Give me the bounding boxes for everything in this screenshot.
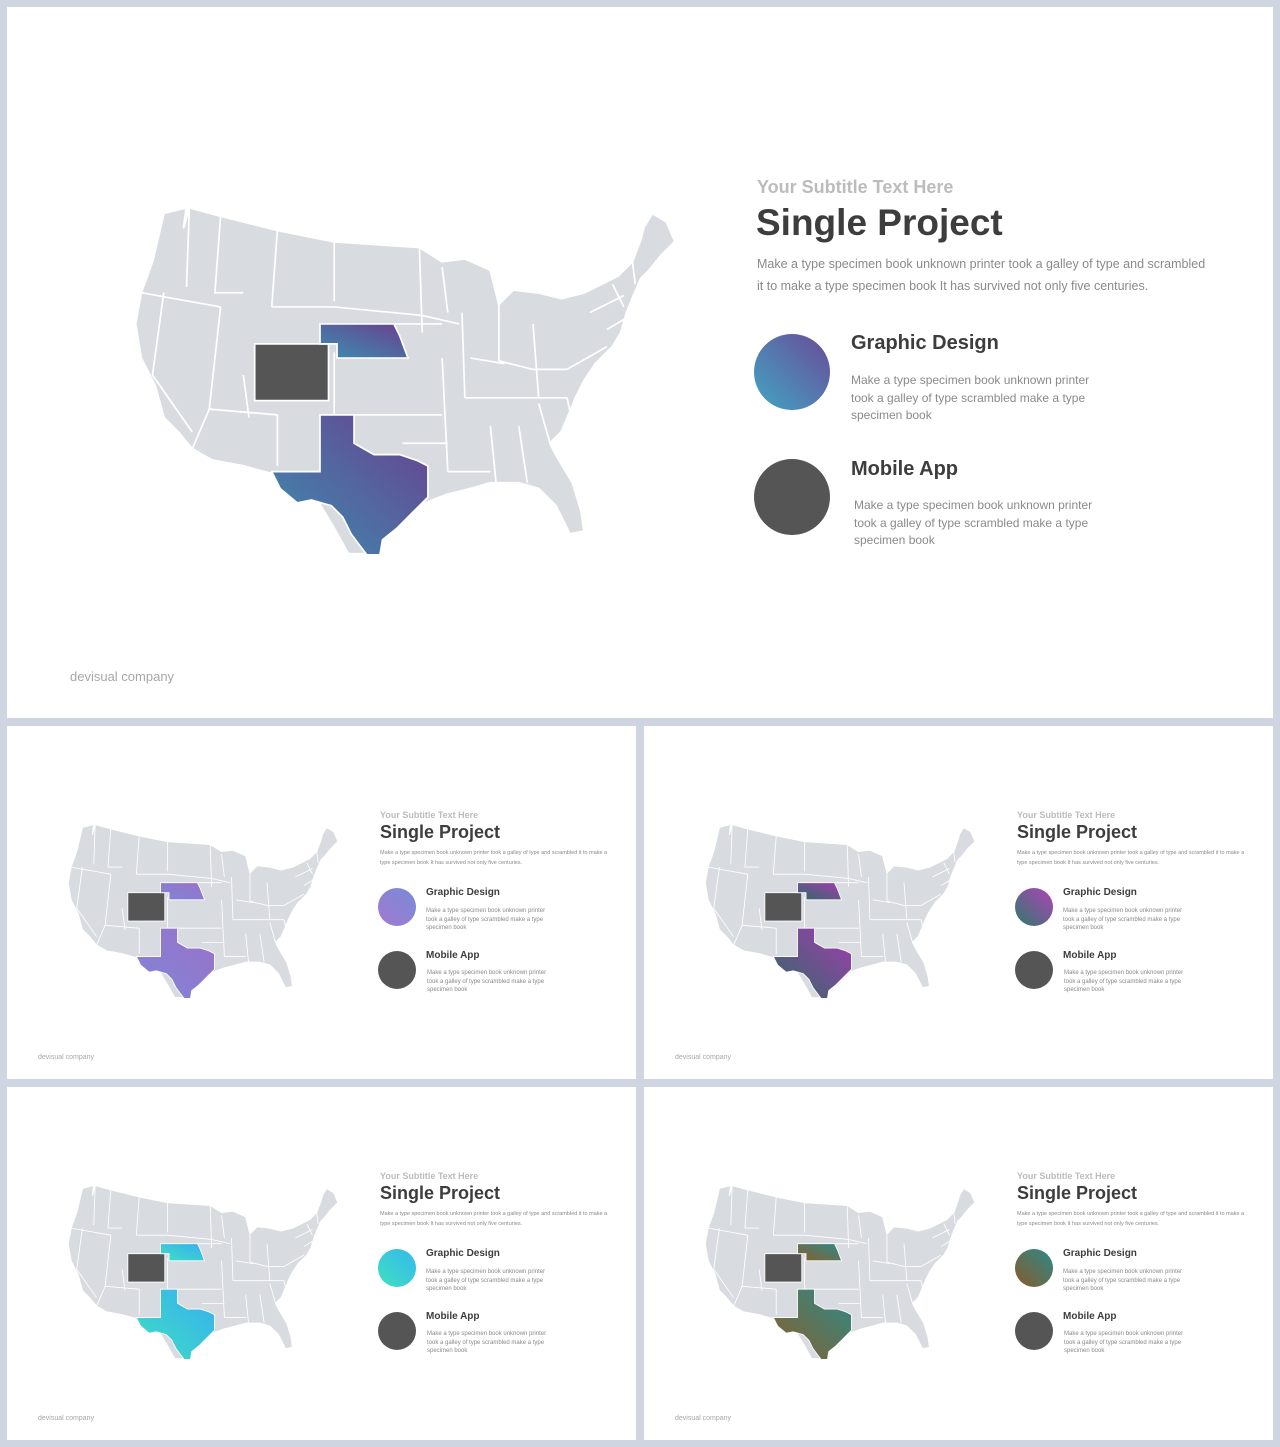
page-title: Single Project — [380, 1183, 501, 1203]
state-texas — [772, 1288, 852, 1359]
mobile-app-title: Mobile App — [426, 1311, 480, 1322]
mobile-app-circle — [1015, 951, 1053, 989]
slide-variant-3[interactable]: Your Subtitle Text Here Single Project M… — [7, 1087, 636, 1440]
state-nebraska — [797, 1243, 843, 1262]
state-colorado — [127, 1253, 166, 1283]
graphic-design-text: Make a type specimen book unknown printe… — [1063, 1269, 1183, 1292]
us-map — [67, 823, 338, 998]
mobile-app-title: Mobile App — [851, 458, 959, 480]
graphic-design-circle — [378, 888, 416, 926]
mobile-app-circle — [378, 1312, 416, 1350]
mobile-app-text: Make a type specimen book unknown printe… — [427, 970, 547, 993]
state-nebraska — [160, 882, 206, 901]
graphic-design-circle — [754, 334, 830, 410]
state-borders — [70, 1185, 319, 1324]
state-colorado — [253, 342, 330, 402]
mobile-app-circle — [754, 459, 830, 535]
state-texas — [270, 413, 429, 554]
us-map — [704, 823, 975, 998]
state-texas — [135, 927, 215, 998]
state-nebraska — [319, 323, 410, 359]
graphic-design-title: Graphic Design — [1063, 887, 1137, 898]
slide-variant-2[interactable]: Your Subtitle Text Here Single Project M… — [644, 726, 1273, 1079]
mobile-app-circle — [378, 951, 416, 989]
state-nebraska — [797, 882, 843, 901]
description: Make a type specimen book unknown printe… — [1017, 850, 1245, 866]
description: Make a type specimen book unknown printe… — [1017, 1211, 1245, 1227]
graphic-design-text: Make a type specimen book unknown printe… — [851, 373, 1090, 422]
slide-variant-4[interactable]: Your Subtitle Text Here Single Project M… — [644, 1087, 1273, 1440]
page-title: Single Project — [1017, 1183, 1138, 1203]
state-texas — [772, 927, 852, 998]
mobile-app-title: Mobile App — [426, 950, 480, 961]
state-colorado — [764, 1253, 803, 1283]
mobile-app-text: Make a type specimen book unknown printe… — [1064, 970, 1184, 993]
slide-large[interactable]: Your Subtitle Text Here Single Project M… — [7, 7, 1273, 718]
graphic-design-title: Graphic Design — [1063, 1248, 1137, 1259]
graphic-design-circle — [1015, 1249, 1053, 1287]
mobile-app-text: Make a type specimen book unknown printe… — [854, 498, 1093, 547]
subtitle: Your Subtitle Text Here — [1017, 1171, 1116, 1181]
graphic-design-title: Graphic Design — [426, 1248, 500, 1259]
slide-variant-1[interactable]: Your Subtitle Text Here Single Project M… — [7, 726, 636, 1079]
subtitle: Your Subtitle Text Here — [380, 810, 479, 820]
graphic-design-text: Make a type specimen book unknown printe… — [1063, 908, 1183, 931]
company-name: devisual company — [70, 669, 175, 684]
description: Make a type specimen book unknown printe… — [757, 257, 1206, 293]
state-colorado — [764, 892, 803, 922]
us-map — [704, 1184, 975, 1359]
company-name: devisual company — [675, 1054, 732, 1061]
subtitle: Your Subtitle Text Here — [380, 1171, 479, 1181]
mobile-app-circle — [1015, 1312, 1053, 1350]
state-borders — [140, 207, 637, 484]
state-borders — [707, 824, 956, 963]
subtitle: Your Subtitle Text Here — [1017, 810, 1116, 820]
company-name: devisual company — [38, 1054, 95, 1061]
subtitle: Your Subtitle Text Here — [757, 177, 954, 197]
page-title: Single Project — [1017, 822, 1138, 842]
us-map — [134, 206, 675, 554]
graphic-design-circle — [378, 1249, 416, 1287]
mobile-app-title: Mobile App — [1063, 1311, 1117, 1322]
company-name: devisual company — [675, 1415, 732, 1422]
state-borders — [707, 1185, 956, 1324]
description: Make a type specimen book unknown printe… — [380, 850, 608, 866]
mobile-app-text: Make a type specimen book unknown printe… — [427, 1331, 547, 1354]
graphic-design-title: Graphic Design — [426, 887, 500, 898]
graphic-design-text: Make a type specimen book unknown printe… — [426, 1269, 546, 1292]
graphic-design-text: Make a type specimen book unknown printe… — [426, 908, 546, 931]
mobile-app-text: Make a type specimen book unknown printe… — [1064, 1331, 1184, 1354]
company-name: devisual company — [38, 1415, 95, 1422]
state-nebraska — [160, 1243, 206, 1262]
state-colorado — [127, 892, 166, 922]
description: Make a type specimen book unknown printe… — [380, 1211, 608, 1227]
mobile-app-title: Mobile App — [1063, 950, 1117, 961]
state-borders — [70, 824, 319, 963]
graphic-design-title: Graphic Design — [851, 332, 999, 354]
state-texas — [135, 1288, 215, 1359]
graphic-design-circle — [1015, 888, 1053, 926]
us-map — [67, 1184, 338, 1359]
page-title: Single Project — [380, 822, 501, 842]
page-title: Single Project — [756, 202, 1003, 243]
